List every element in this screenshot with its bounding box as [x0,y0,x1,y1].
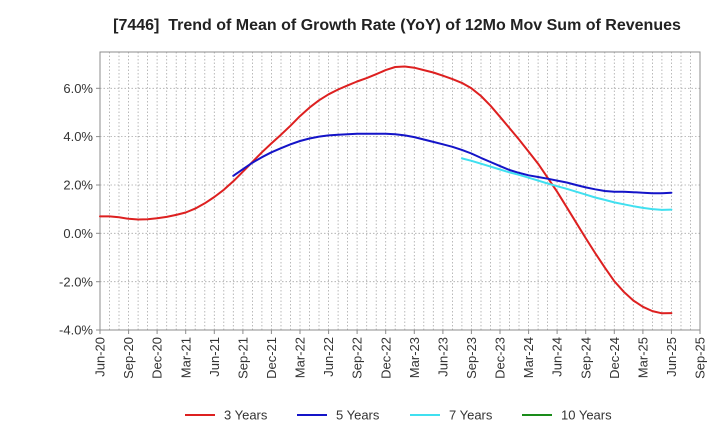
legend-label-3-years: 3 Years [224,408,268,423]
legend: 3 Years 5 Years 7 Years 10 Years [185,408,612,423]
legend-label-10-years: 10 Years [561,408,612,423]
legend-item-7-years: 7 Years [410,408,493,423]
plot-area-border [99,51,701,331]
x-tick-label: Dec-20 [150,337,165,379]
series-line-3-years [99,65,673,315]
legend-label-7-years: 7 Years [449,408,493,423]
x-tick-label: Dec-21 [264,337,279,379]
grid [100,52,700,330]
x-tick-label: Jun-24 [550,337,565,377]
x-tick-label: Mar-21 [178,337,193,378]
x-tick-label: Jun-22 [321,337,336,377]
x-tick-label: Sep-24 [578,337,593,379]
x-tick-label: Mar-24 [521,337,536,378]
y-tick-label: 0.0% [63,226,93,241]
y-tick-label: -4.0% [59,323,93,338]
y-tick-label: 6.0% [63,81,93,96]
y-tick-label: 4.0% [63,129,93,144]
x-tick-label: Mar-23 [407,337,422,378]
series-lines [99,65,673,315]
legend-label-5-years: 5 Years [336,408,380,423]
x-tick-label: Jun-25 [664,337,679,377]
x-tick-label: Sep-25 [693,337,708,379]
x-tick-label: Dec-24 [607,337,622,379]
x-tick-label: Dec-23 [493,337,508,379]
series-line-5-years [232,132,673,195]
x-tick-label: Jun-23 [435,337,450,377]
x-tick-label: Sep-23 [464,337,479,379]
x-tick-label: Dec-22 [378,337,393,379]
x-tick-label: Jun-20 [93,337,108,377]
legend-item-3-years: 3 Years [185,408,268,423]
x-tick-label: Mar-25 [635,337,650,378]
y-tick-label: 2.0% [63,178,93,193]
x-tick-label: Sep-22 [350,337,365,379]
legend-item-5-years: 5 Years [297,408,380,423]
series-line-7-years [460,157,673,211]
legend-item-10-years: 10 Years [522,408,612,423]
x-tick-label: Jun-21 [207,337,222,377]
x-tick-label: Sep-20 [121,337,136,379]
x-tick-label: Sep-21 [235,337,250,379]
y-tick-label: -2.0% [59,274,93,289]
chart-title: [7446] Trend of Mean of Growth Rate (YoY… [113,17,681,34]
x-tick-label: Mar-22 [293,337,308,378]
axes: 6.0% 4.0% 2.0% 0.0% -2.0% -4.0%Jun-20 Sep-20 De… [59,81,708,379]
